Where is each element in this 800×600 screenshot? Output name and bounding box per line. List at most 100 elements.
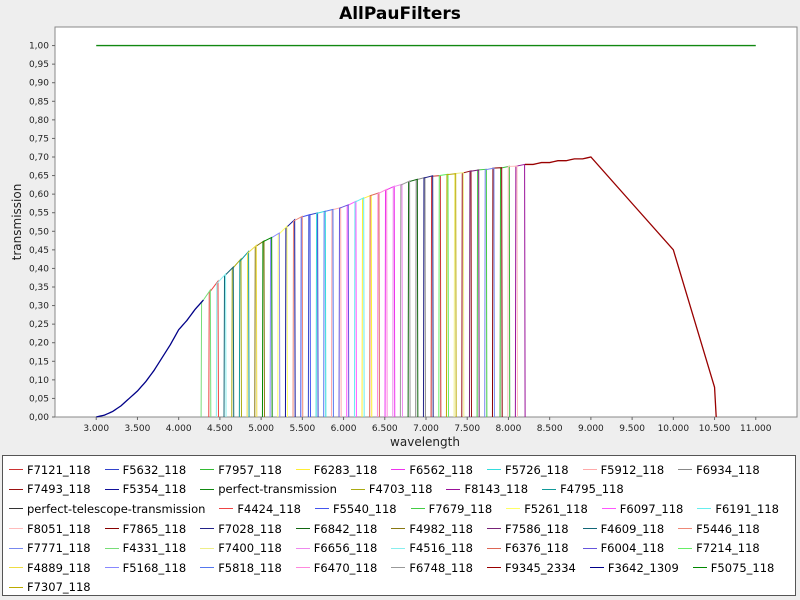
filter-curve xyxy=(96,299,204,418)
legend-swatch xyxy=(315,508,329,510)
legend-swatch xyxy=(391,469,406,471)
legend-label: F7586_118 xyxy=(504,521,569,536)
legend-label: F6748_118 xyxy=(409,560,473,575)
legend-swatch xyxy=(9,528,23,530)
legend-item: F7028_118 xyxy=(196,519,282,539)
y-tick-label: 0,95 xyxy=(29,60,49,70)
legend-label: F4982_118 xyxy=(409,521,473,536)
y-tick-label: 0,60 xyxy=(29,190,49,200)
legend-swatch xyxy=(486,567,501,569)
legend-swatch xyxy=(582,547,597,549)
x-tick-label: 10.000 xyxy=(658,424,690,434)
filter-curve xyxy=(461,170,473,418)
filter-curve xyxy=(491,167,503,418)
y-tick-label: 0,05 xyxy=(29,394,49,404)
legend-label: F5261_118 xyxy=(524,501,588,516)
legend-label: F8143_118 xyxy=(464,482,529,497)
legend-item: F5818_118 xyxy=(196,558,282,578)
filter-curve xyxy=(323,208,334,418)
filter-curve xyxy=(361,194,373,418)
x-tick-label: 6.500 xyxy=(372,424,398,434)
legend-swatch xyxy=(582,528,597,530)
x-tick-label: 7.000 xyxy=(413,424,439,434)
legend-item: F6191_118 xyxy=(693,499,779,519)
filter-curve xyxy=(269,232,281,418)
legend-swatch xyxy=(200,528,215,530)
x-tick-label: 3.500 xyxy=(125,424,151,434)
filter-curves xyxy=(96,44,756,418)
legend-label: F5912_118 xyxy=(600,462,665,477)
x-tick-label: 5.000 xyxy=(248,424,274,434)
x-tick-label: 4.000 xyxy=(166,424,192,434)
legend-item: F5261_118 xyxy=(502,499,588,519)
legend-swatch xyxy=(678,469,693,471)
legend-item: F4424_118 xyxy=(215,499,301,519)
legend-item: F5632_118 xyxy=(101,460,186,480)
legend-swatch xyxy=(391,567,406,569)
legend-item: F6562_118 xyxy=(387,460,473,480)
plot-area xyxy=(54,26,798,418)
legend-swatch xyxy=(391,528,406,530)
legend-item: F4516_118 xyxy=(387,538,473,558)
x-tick-label: 3.000 xyxy=(83,424,109,434)
y-tick-label: 0,45 xyxy=(29,246,49,256)
legend-swatch xyxy=(391,547,406,549)
legend-item: perfect-transmission xyxy=(196,480,337,500)
y-tick-label: 0,40 xyxy=(29,264,49,274)
legend-item: F7400_118 xyxy=(196,538,282,558)
legend-swatch xyxy=(9,469,23,471)
legend-label: F7214_118 xyxy=(696,541,760,556)
legend-label: F4331_118 xyxy=(122,541,187,556)
filter-curve xyxy=(499,165,511,418)
legend-swatch xyxy=(410,508,425,510)
legend-item: F4982_118 xyxy=(387,519,473,539)
y-tick-label: 0,00 xyxy=(29,413,49,423)
filter-curve xyxy=(261,236,273,418)
x-tick-label: 8.000 xyxy=(496,424,522,434)
legend-item: F7679_118 xyxy=(407,499,492,519)
legend-label: perfect-telescope-transmission xyxy=(27,501,206,516)
filter-curve xyxy=(422,175,434,418)
legend-item: F7586_118 xyxy=(483,519,569,539)
filter-curve xyxy=(438,173,450,418)
legend-item: F7214_118 xyxy=(674,538,760,558)
legend-label: F4424_118 xyxy=(237,501,301,516)
legend-label: F7493_118 xyxy=(27,482,91,497)
x-tick-label: 4.500 xyxy=(207,424,233,434)
filter-curve xyxy=(453,172,465,418)
legend-swatch xyxy=(9,547,23,549)
legend-label: F5540_118 xyxy=(333,501,397,516)
legend-swatch xyxy=(542,488,557,490)
legend-label: F3642_1309 xyxy=(607,560,679,575)
legend-item: F6748_118 xyxy=(387,558,473,578)
chart-legend: F7121_118 F5632_118 F7957_118 F6283_118 F656… xyxy=(2,455,796,596)
legend-item: F7957_118 xyxy=(196,460,282,480)
legend-swatch xyxy=(678,547,693,549)
legend-label: F7307_118 xyxy=(27,580,91,595)
legend-swatch xyxy=(9,586,23,588)
legend-item: F4889_118 xyxy=(5,558,91,578)
filter-curve xyxy=(468,169,480,418)
y-tick-label: 0,20 xyxy=(29,339,49,349)
legend-item: F8051_118 xyxy=(5,519,91,539)
legend-label: F6376_118 xyxy=(504,541,569,556)
filter-curve xyxy=(246,244,258,418)
legend-item: F8143_118 xyxy=(442,480,528,500)
filter-curve xyxy=(338,204,350,418)
legend-label: F6656_118 xyxy=(313,541,378,556)
legend-label: F5075_118 xyxy=(710,560,775,575)
legend-swatch xyxy=(9,508,23,510)
legend-item: F6376_118 xyxy=(483,538,569,558)
legend-label: F6004_118 xyxy=(600,541,665,556)
legend-swatch xyxy=(200,488,215,490)
filter-curve xyxy=(307,212,319,418)
legend-label: F8051_118 xyxy=(27,521,91,536)
legend-item: F4609_118 xyxy=(579,519,664,539)
filter-curve xyxy=(476,168,488,418)
y-tick-label: 0,75 xyxy=(29,134,49,144)
x-tick-label: 11.000 xyxy=(740,424,772,434)
legend-item: F6097_118 xyxy=(598,499,683,519)
y-tick-label: 0,25 xyxy=(29,320,49,330)
legend-item: F9345_2334 xyxy=(483,558,576,578)
legend-label: F6934_118 xyxy=(696,462,760,477)
